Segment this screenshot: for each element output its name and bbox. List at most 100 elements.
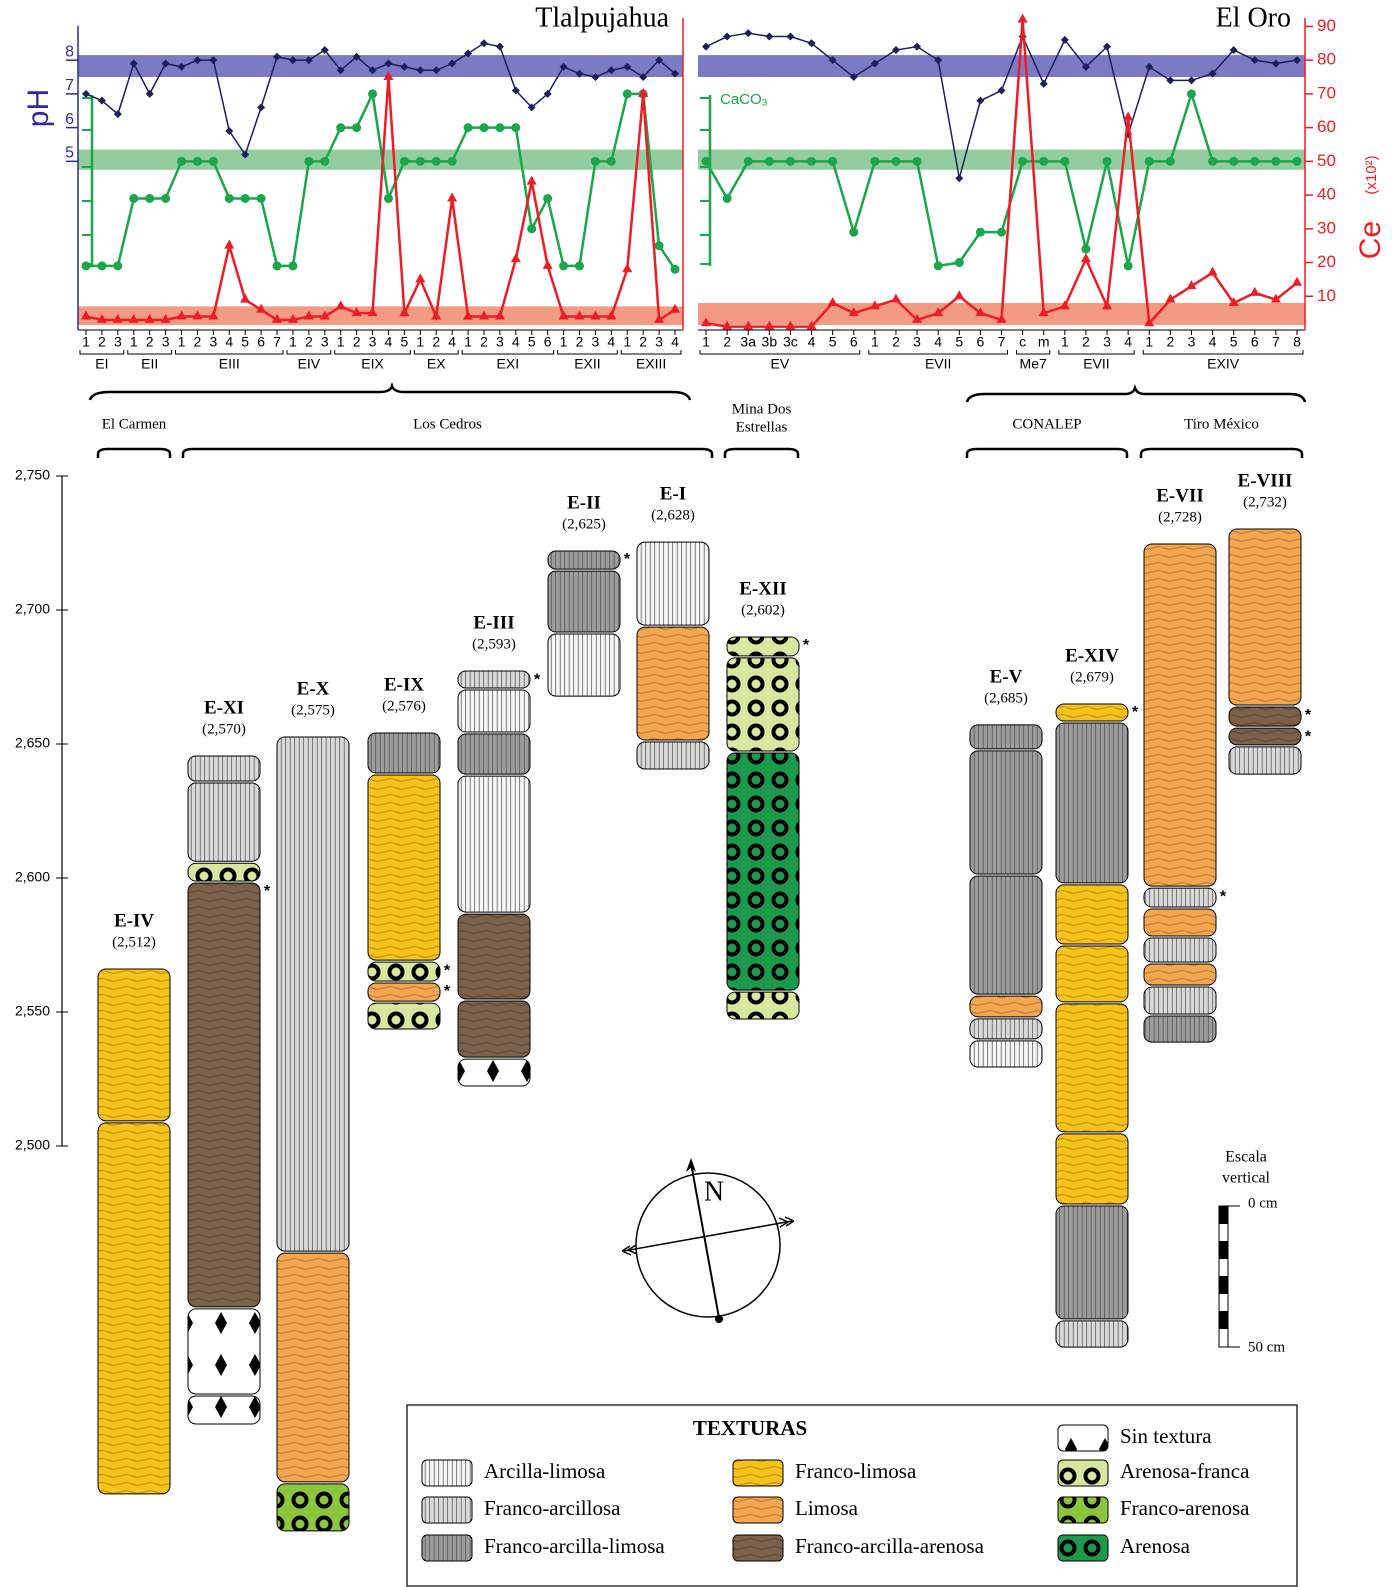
x-tick-label: 7 xyxy=(998,334,1006,350)
soil-layer xyxy=(1056,885,1128,944)
scale-bar xyxy=(1219,1206,1240,1347)
soil-layer xyxy=(277,737,349,1251)
data-point xyxy=(1208,157,1217,166)
soil-layer xyxy=(727,753,799,990)
site-label: Los Cedros xyxy=(413,416,482,432)
panel-title: El Oro xyxy=(1216,2,1291,33)
soil-layer xyxy=(727,637,799,656)
data-point xyxy=(744,29,752,37)
soil-layer xyxy=(1144,909,1216,936)
data-point xyxy=(464,123,473,132)
series-line xyxy=(86,77,675,320)
legend-label: Limosa xyxy=(795,1496,859,1520)
x-tick-label: 2 xyxy=(305,334,313,350)
site-bracket xyxy=(725,449,798,458)
x-tick-label: 8 xyxy=(1293,334,1301,350)
soil-layer xyxy=(1056,723,1128,883)
y2-axis-label: Ce xyxy=(1354,221,1387,259)
data-point xyxy=(998,87,1006,95)
y-tick-label: 2,750 xyxy=(15,467,50,483)
x-tick-label: 1 xyxy=(178,334,186,350)
group-label: EV xyxy=(771,356,790,372)
data-point xyxy=(913,157,922,166)
site-bracket xyxy=(98,449,170,458)
x-tick-label: 2 xyxy=(353,334,361,350)
profile-elevation: (2,732) xyxy=(1243,494,1287,510)
group-bracket xyxy=(1059,350,1134,354)
data-point xyxy=(161,194,170,203)
group-bracket xyxy=(287,350,331,354)
soil-layer xyxy=(368,1003,440,1029)
soil-layer xyxy=(1229,747,1301,774)
data-point xyxy=(702,43,710,51)
sample-marker: * xyxy=(264,883,271,900)
reference-band xyxy=(78,55,683,77)
compass-label: N xyxy=(704,1176,724,1207)
x-tick-label: 3 xyxy=(496,334,504,350)
soil-layer xyxy=(637,742,709,769)
data-point xyxy=(976,97,984,105)
y-tick-label: 2,600 xyxy=(15,869,50,885)
x-tick-label: 7 xyxy=(1272,334,1280,350)
x-tick-label: 4 xyxy=(448,334,456,350)
data-point xyxy=(146,90,154,98)
data-point xyxy=(113,261,122,270)
group-label: EXI xyxy=(497,356,520,372)
scale-title: Escala xyxy=(1225,1149,1267,1166)
data-point xyxy=(480,39,488,47)
data-point xyxy=(1039,157,1048,166)
data-point xyxy=(1187,89,1196,98)
legend-swatch xyxy=(1058,1460,1108,1486)
panel-title: Tlalpujahua xyxy=(535,2,669,33)
x-tick-label: 2 xyxy=(1082,334,1090,350)
group-label: EXII xyxy=(574,356,600,372)
profile-elevation: (2,575) xyxy=(291,702,335,718)
x-tick-label: 5 xyxy=(528,334,536,350)
data-point xyxy=(892,46,900,54)
soil-layer xyxy=(548,634,620,696)
data-point xyxy=(225,194,234,203)
data-point xyxy=(723,33,731,41)
x-tick-label: 3a xyxy=(740,334,756,350)
y-tick-label: 2,550 xyxy=(15,1003,50,1019)
x-tick-label: 2 xyxy=(639,334,647,350)
y-tick-label: 2,650 xyxy=(15,735,50,751)
x-tick-label: 7 xyxy=(273,334,281,350)
profile-elevation: (2,593) xyxy=(472,636,516,652)
y2-tick-label: 60 xyxy=(1317,117,1336,136)
soil-layer xyxy=(277,1253,349,1482)
legend-swatch xyxy=(1058,1425,1108,1451)
group-bracket xyxy=(1143,350,1303,354)
legend-label: Franco-arcilla-limosa xyxy=(484,1534,665,1558)
data-point xyxy=(352,123,361,132)
x-tick-label: 4 xyxy=(385,334,393,350)
data-point xyxy=(1166,157,1175,166)
profile-elevation: (2,512) xyxy=(112,934,156,950)
x-tick-label: 2 xyxy=(146,334,154,350)
data-point xyxy=(240,294,250,303)
x-tick-label: 2 xyxy=(480,334,488,350)
profile-elevation: (2,685) xyxy=(984,690,1028,706)
x-tick-label: 5 xyxy=(400,334,408,350)
group-label: EVII xyxy=(925,356,951,372)
y2-tick-label: 90 xyxy=(1317,16,1336,35)
y-tick-label: 6 xyxy=(65,111,74,128)
data-point xyxy=(257,194,266,203)
y2-tick-label: 40 xyxy=(1317,185,1336,204)
legend-label: Franco-arcillosa xyxy=(484,1496,621,1520)
data-point xyxy=(623,89,632,98)
data-point xyxy=(1187,76,1195,84)
data-point xyxy=(702,157,711,166)
soil-layer xyxy=(188,783,260,861)
soil-layer xyxy=(458,914,530,999)
data-point xyxy=(575,261,584,270)
profile-name: E-I xyxy=(660,483,686,504)
data-point xyxy=(543,194,552,203)
x-tick-label: 1 xyxy=(1145,334,1153,350)
soil-layer xyxy=(458,690,530,732)
x-tick-label: 6 xyxy=(544,334,552,350)
brace xyxy=(967,388,1305,402)
group-label: EIV xyxy=(298,356,321,372)
soil-layer xyxy=(637,627,709,740)
data-point xyxy=(870,157,879,166)
